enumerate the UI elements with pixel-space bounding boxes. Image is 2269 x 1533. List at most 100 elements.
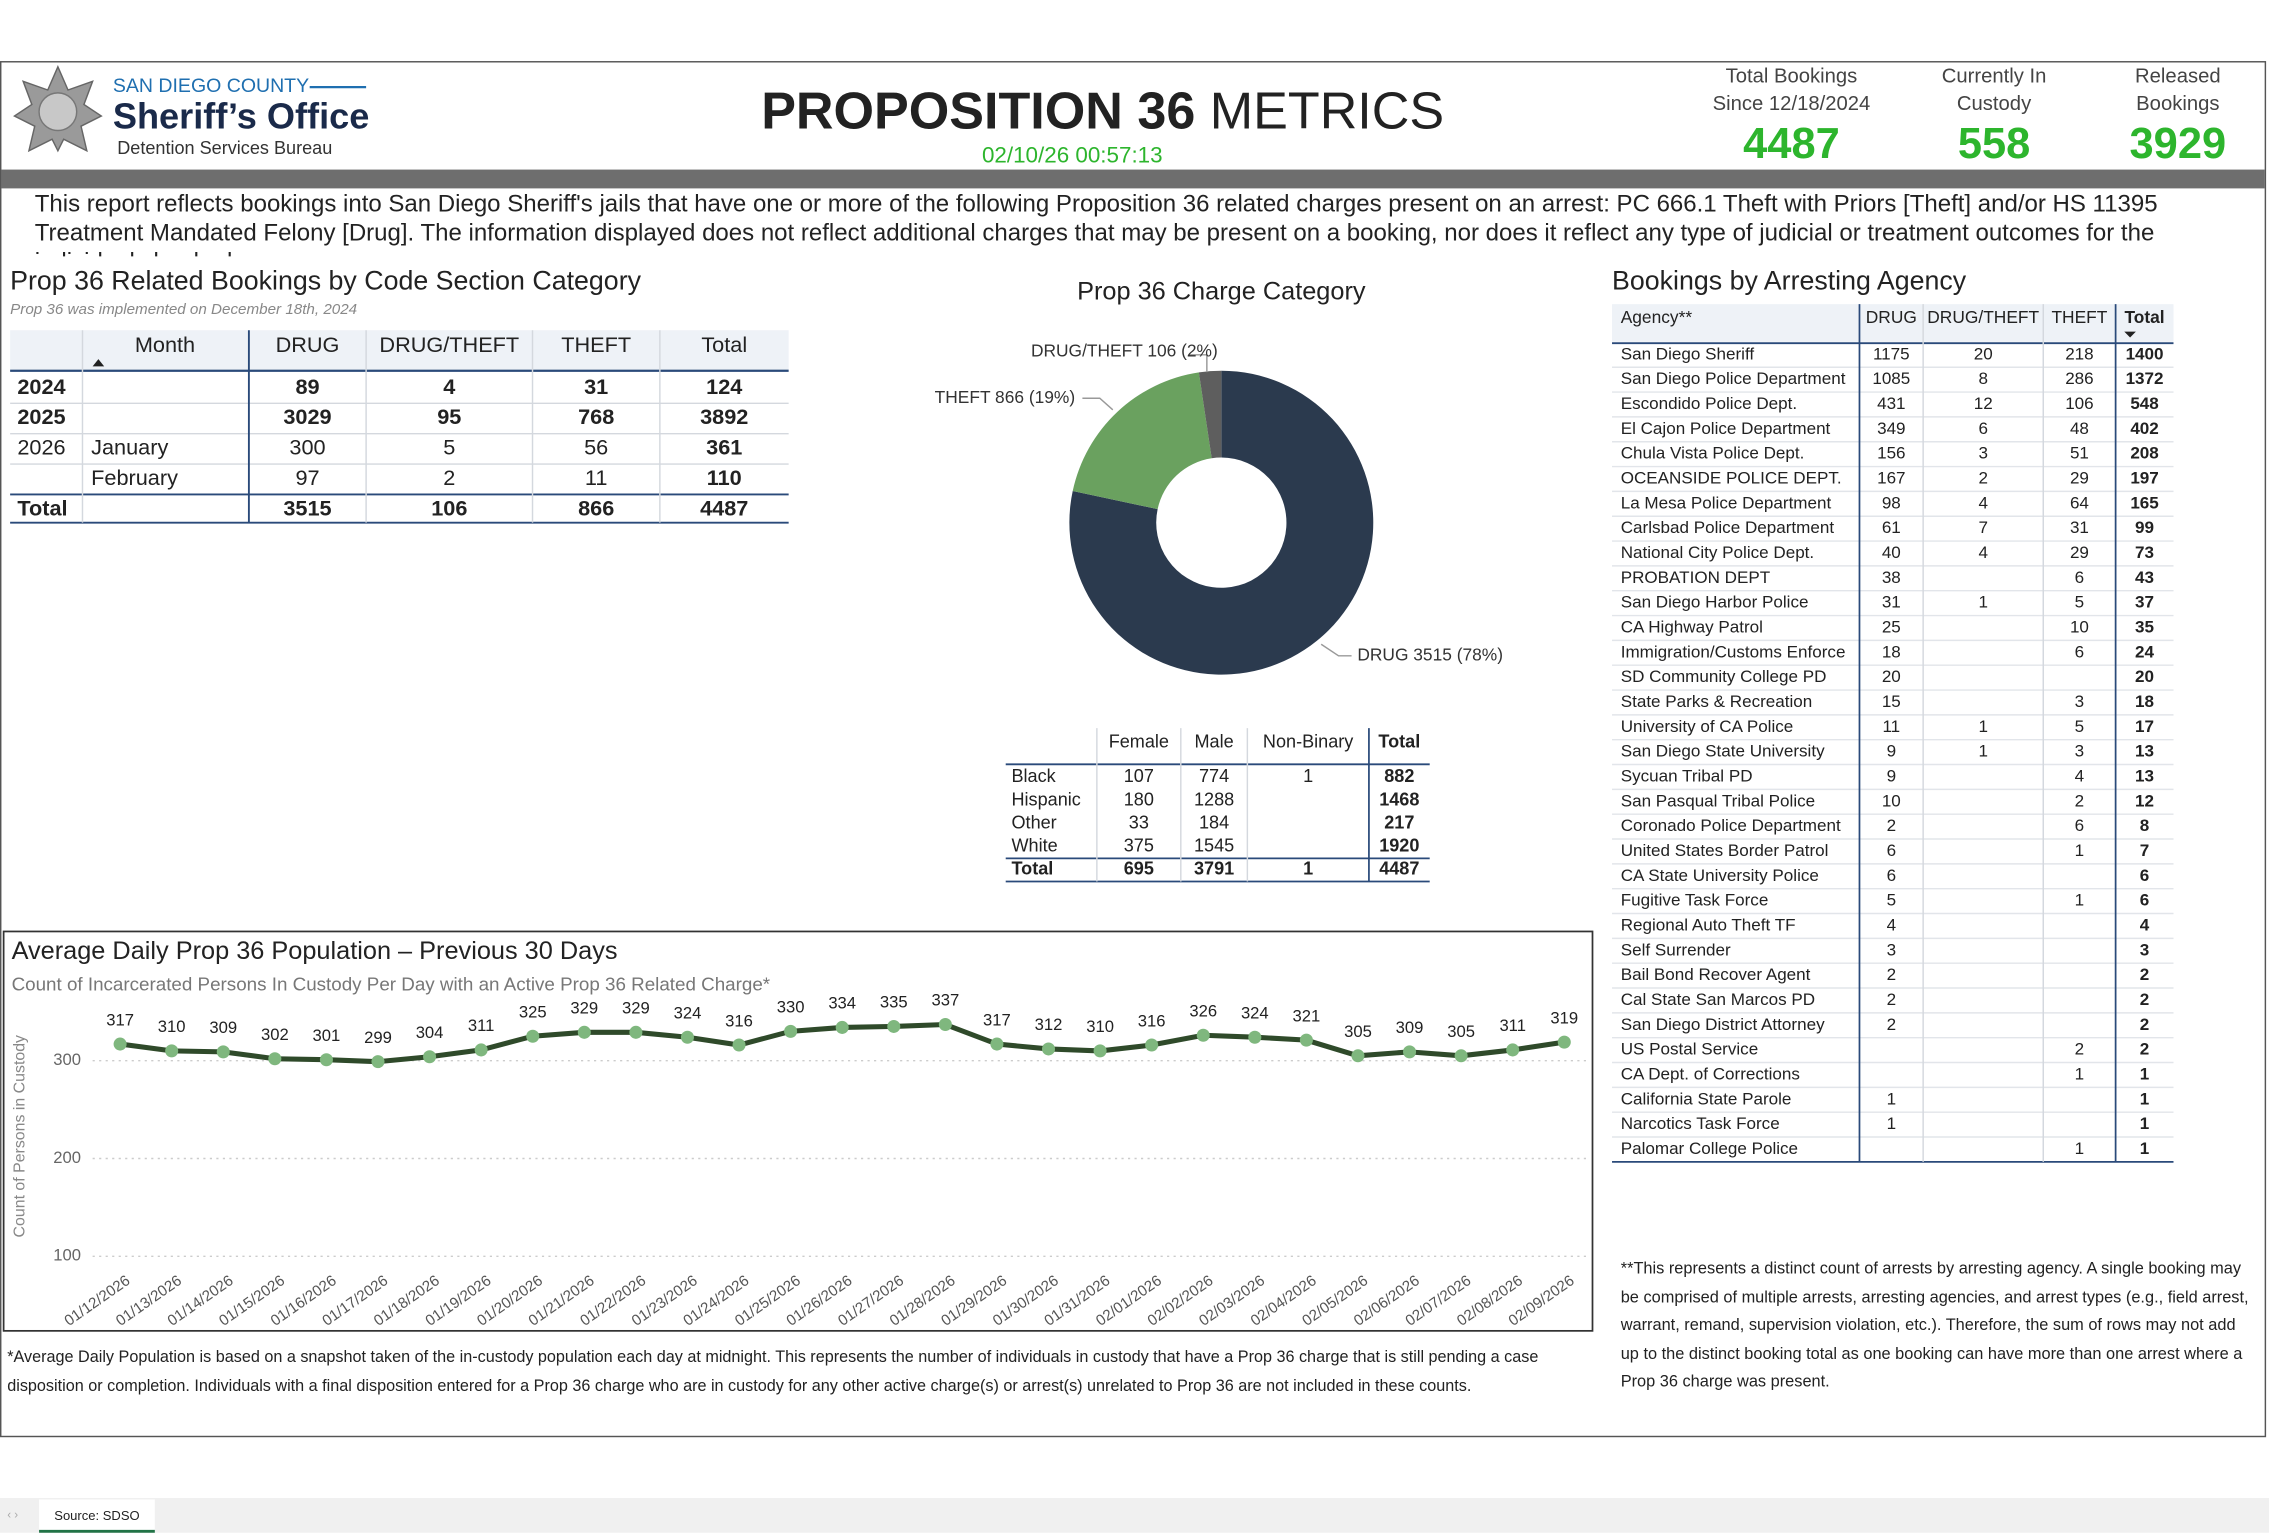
table-cell: 156 bbox=[1877, 444, 1905, 463]
donut-title: Prop 36 Charge Category bbox=[1077, 277, 1366, 305]
table-cell: 2 bbox=[2075, 791, 2085, 810]
badge-seal bbox=[38, 92, 78, 132]
tab[interactable] bbox=[39, 1499, 155, 1533]
table-cell: 2 bbox=[2140, 1015, 2150, 1034]
table-cell: 3 bbox=[1978, 444, 1988, 463]
data-point bbox=[268, 1052, 282, 1066]
y-tick-label: 200 bbox=[53, 1148, 81, 1167]
section-subtitle: Prop 36 was implemented on December 18th… bbox=[10, 301, 357, 318]
table-header bbox=[10, 330, 789, 370]
column-header: Agency** bbox=[1621, 307, 1693, 327]
donut-slice bbox=[1069, 370, 1374, 675]
table-cell: 7 bbox=[1978, 518, 1988, 537]
table-cell: 1 bbox=[2140, 1089, 2150, 1108]
table-cell: 13 bbox=[2135, 742, 2154, 761]
table-cell: 217 bbox=[1384, 812, 1414, 832]
data-point bbox=[319, 1053, 333, 1067]
table-cell: 165 bbox=[2130, 493, 2159, 512]
table-cell: 4 bbox=[2075, 766, 2085, 785]
table-cell: 1085 bbox=[1872, 369, 1910, 388]
data-label: 317 bbox=[983, 1010, 1011, 1029]
data-label: 316 bbox=[725, 1011, 753, 1030]
table-cell: 5 bbox=[2075, 717, 2085, 736]
tab-bar bbox=[0, 1497, 2269, 1533]
agency-name: San Pasqual Tribal Police bbox=[1621, 791, 1815, 810]
data-label: 337 bbox=[931, 991, 959, 1010]
leader-line bbox=[1320, 643, 1352, 657]
row-label: Total bbox=[17, 495, 67, 520]
data-point bbox=[1145, 1038, 1159, 1052]
header-band bbox=[1, 169, 2265, 189]
data-point bbox=[1041, 1042, 1056, 1056]
row-label: Hispanic bbox=[1011, 789, 1080, 809]
table-cell: 1545 bbox=[1194, 836, 1234, 856]
section-title: Bookings by Arresting Agency bbox=[1612, 266, 1967, 296]
donut-slice bbox=[1072, 372, 1212, 510]
table-cell: 107 bbox=[1124, 766, 1154, 786]
table-cell: 1 bbox=[2075, 891, 2085, 910]
table-cell: 56 bbox=[584, 435, 608, 460]
title-bold: PROPOSITION 36 bbox=[761, 82, 1195, 140]
table-cell: 110 bbox=[707, 465, 742, 490]
chart-subtitle: Count of Incarcerated Persons In Custody… bbox=[12, 974, 771, 995]
column-header: Male bbox=[1194, 731, 1233, 751]
donut-label: THEFT 866 (19%) bbox=[935, 387, 1076, 407]
data-label: 301 bbox=[313, 1026, 341, 1045]
table-cell: 6 bbox=[2075, 642, 2085, 661]
table-cell: 6 bbox=[2140, 866, 2150, 885]
table-cell: 6 bbox=[1887, 866, 1897, 885]
y-axis-label: Count of Persons in Custody bbox=[11, 1035, 28, 1238]
kpi-value: 4487 bbox=[1743, 120, 1840, 168]
chart-footnote: *Average Daily Population is based on a … bbox=[7, 1348, 1539, 1395]
agency-name: SD Community College PD bbox=[1621, 667, 1827, 686]
agency-name: State Parks & Recreation bbox=[1621, 692, 1813, 711]
tab-label[interactable]: Source: SDSO bbox=[54, 1508, 139, 1523]
agency-name: National City Police Dept. bbox=[1621, 543, 1814, 562]
kpi-value: 3929 bbox=[2130, 120, 2227, 168]
section-title: Prop 36 Related Bookings by Code Section… bbox=[10, 266, 641, 296]
title-light: METRICS bbox=[1210, 82, 1444, 140]
agency-name: San Diego Harbor Police bbox=[1621, 593, 1809, 612]
table-cell: 4 bbox=[443, 374, 455, 399]
agency-name: PROBATION DEPT bbox=[1621, 568, 1771, 587]
table-cell: 402 bbox=[2130, 419, 2158, 438]
table-cell: 3515 bbox=[283, 495, 331, 520]
report-frame bbox=[0, 61, 2267, 1438]
agency-name: Carlsbad Police Department bbox=[1621, 518, 1835, 537]
table-cell: 15 bbox=[1882, 692, 1901, 711]
row-label: February bbox=[91, 465, 178, 490]
column-header: Total bbox=[2124, 307, 2164, 327]
table-cell: 61 bbox=[1882, 518, 1901, 537]
kpi-label: Currently In bbox=[1942, 65, 2047, 87]
table-cell: 4487 bbox=[1379, 859, 1419, 879]
row-label: Other bbox=[1011, 812, 1056, 832]
agency-name: US Postal Service bbox=[1621, 1040, 1759, 1059]
table-cell: 38 bbox=[1882, 568, 1901, 587]
table-cell: 37 bbox=[2135, 593, 2154, 612]
table-cell: 20 bbox=[1882, 667, 1901, 686]
table-cell: 1 bbox=[1887, 1114, 1897, 1133]
table-cell: 208 bbox=[2130, 444, 2158, 463]
agency-name: CA State University Police bbox=[1621, 866, 1819, 885]
sort-arrow bbox=[2124, 331, 2136, 338]
data-point bbox=[680, 1030, 694, 1044]
data-point bbox=[113, 1037, 127, 1051]
donut-slice bbox=[1198, 370, 1222, 459]
table-cell: 40 bbox=[1882, 543, 1901, 562]
data-label: 324 bbox=[674, 1003, 702, 1022]
agency-footnote: **This represents a distinct count of ar… bbox=[1620, 1260, 2249, 1391]
table-cell: 106 bbox=[431, 495, 467, 520]
data-label: 316 bbox=[1138, 1011, 1166, 1030]
description: This report reflects bookings into San D… bbox=[34, 189, 2158, 257]
table-cell: 43 bbox=[2135, 568, 2154, 587]
table-cell: 29 bbox=[2070, 468, 2089, 487]
tab-nav[interactable]: ‹ › bbox=[7, 1509, 18, 1521]
donut-label: DRUG 3515 (78%) bbox=[1357, 644, 1503, 664]
data-point bbox=[1454, 1049, 1468, 1063]
table-cell: 1 bbox=[2140, 1139, 2150, 1158]
table-cell: 24 bbox=[2135, 642, 2154, 661]
row-label: 2026 bbox=[17, 435, 65, 460]
table-cell: 10 bbox=[2070, 617, 2089, 636]
column-header: Non-Binary bbox=[1263, 731, 1353, 751]
